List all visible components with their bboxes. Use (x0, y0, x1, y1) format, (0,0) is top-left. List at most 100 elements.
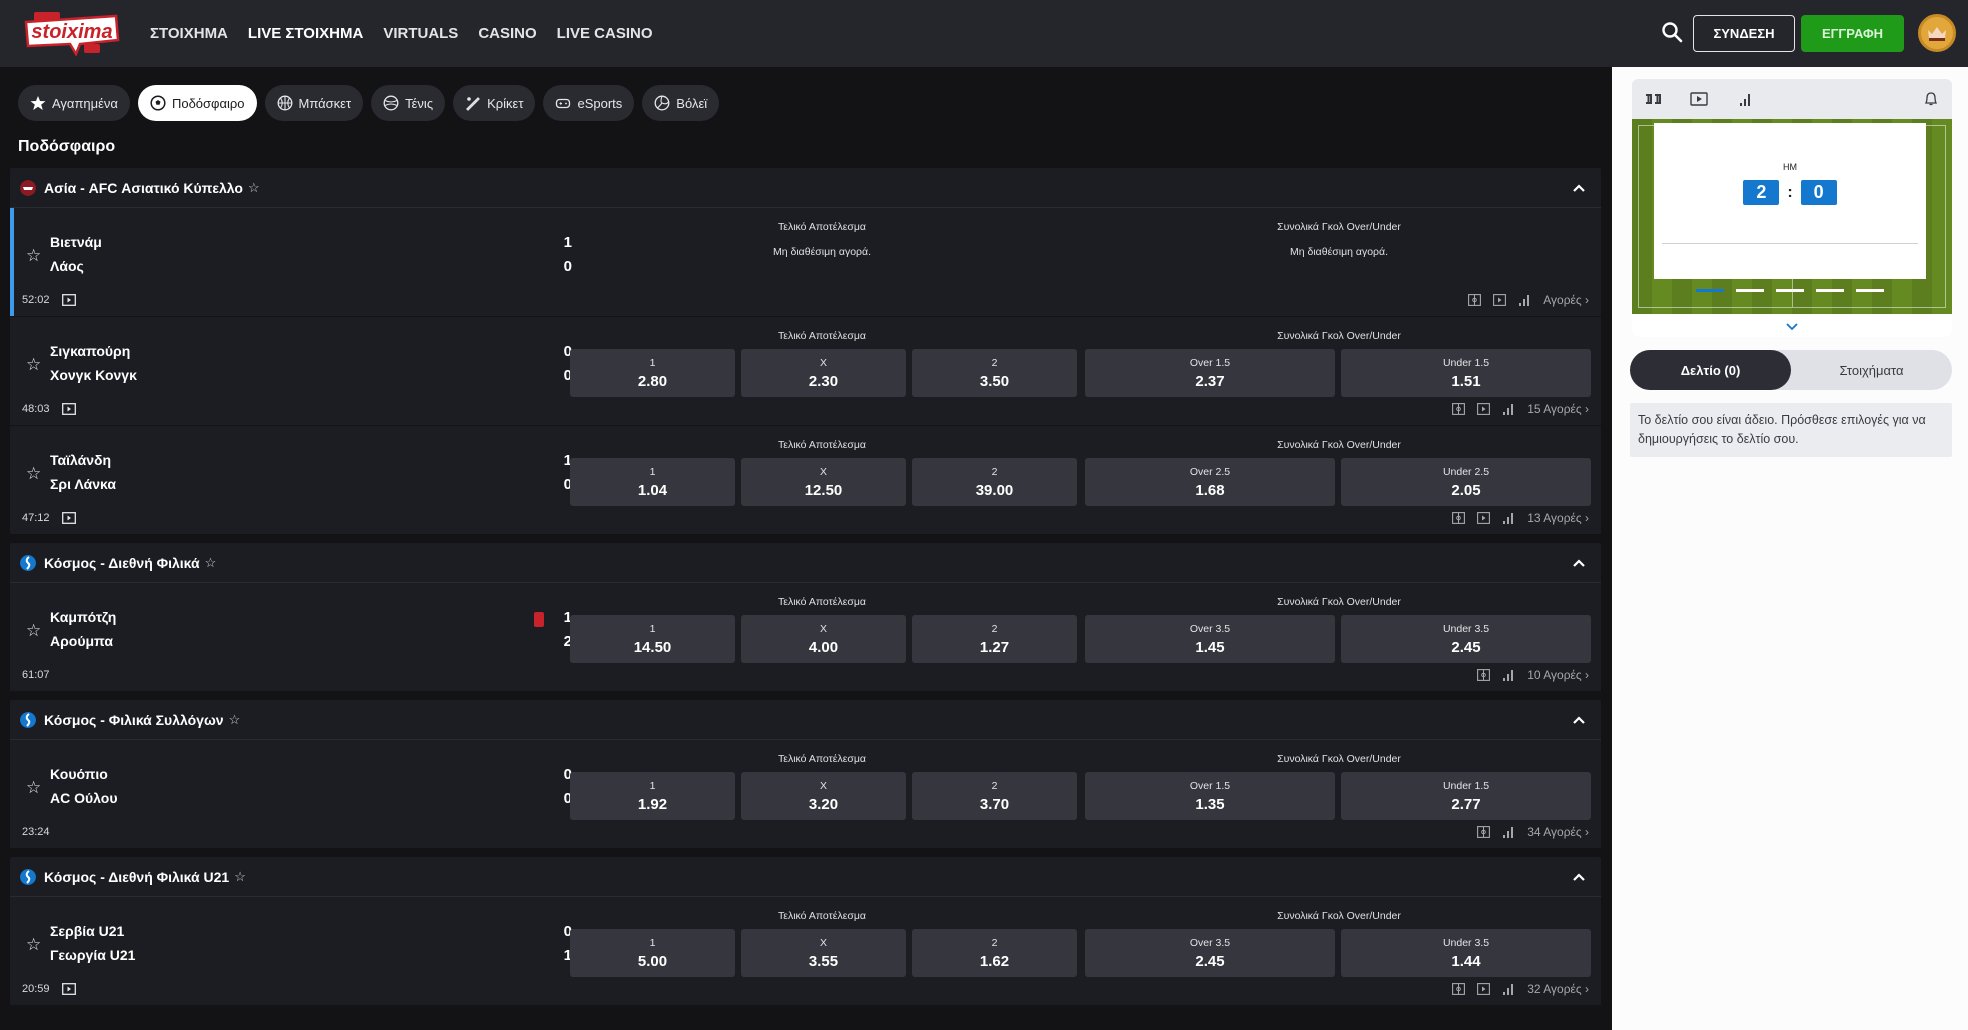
odd-button-home[interactable]: 1 1.92 (570, 772, 735, 820)
stats-bars-icon[interactable] (1502, 826, 1515, 838)
pitch-tracker-icon[interactable] (1477, 669, 1491, 681)
odd-button-under[interactable]: Under 1.5 2.77 (1341, 772, 1591, 820)
odd-button-home[interactable]: 1 14.50 (570, 615, 735, 663)
sport-pill-volleyball[interactable]: Βόλεϊ (642, 85, 720, 121)
match-row[interactable]: ☆ Βιετνάμ Λάος 1 0 Τελικό Αποτέλεσμα Συν… (10, 208, 1601, 317)
match-row[interactable]: ☆ Σιγκαπούρη Χονγκ Κονγκ 0 0 Τελικό Αποτ… (10, 317, 1601, 426)
favorite-league-star-icon[interactable]: ☆ (247, 179, 260, 195)
live-stream-icon[interactable] (1690, 91, 1708, 107)
chevron-up-icon[interactable] (1571, 712, 1587, 728)
stats-bars-icon[interactable] (1502, 512, 1515, 524)
favorite-league-star-icon[interactable]: ☆ (234, 868, 246, 884)
odd-button-draw[interactable]: X 12.50 (741, 458, 906, 506)
sport-pill-basketball[interactable]: Μπάσκετ (264, 85, 364, 121)
odd-button-away[interactable]: 2 3.50 (912, 349, 1077, 397)
more-markets-link[interactable]: Αγορές › (1543, 293, 1589, 307)
favorite-league-star-icon[interactable]: ☆ (228, 711, 241, 727)
more-markets-link[interactable]: 34 Αγορές › (1527, 825, 1589, 839)
stats-bars-icon[interactable] (1502, 669, 1515, 681)
live-stream-icon[interactable] (1493, 294, 1507, 306)
live-stream-icon[interactable] (61, 294, 76, 306)
register-button[interactable]: ΕΓΓΡΑΦΗ (1801, 15, 1904, 52)
odd-button-draw[interactable]: X 2.30 (741, 349, 906, 397)
more-markets-link[interactable]: 10 Αγορές › (1527, 668, 1589, 682)
favorite-match-star-icon[interactable]: ☆ (26, 464, 42, 483)
live-stream-icon[interactable] (61, 512, 76, 524)
more-markets-link[interactable]: 32 Αγορές › (1527, 982, 1589, 996)
odd-button-under[interactable]: Under 1.5 1.51 (1341, 349, 1591, 397)
pitch-tracker-icon[interactable] (1468, 294, 1482, 306)
sport-pill-esports[interactable]: eSports (543, 85, 635, 121)
favorite-match-star-icon[interactable]: ☆ (26, 935, 42, 954)
favorite-league-star-icon[interactable]: ☆ (204, 554, 217, 570)
odd-button-draw[interactable]: X 3.55 (741, 929, 906, 977)
sport-pill-football[interactable]: Ποδόσφαιρο (137, 85, 257, 121)
pitch-tracker-icon[interactable] (1452, 403, 1466, 415)
widget-expand[interactable] (1632, 314, 1952, 337)
pitch-tracker-icon[interactable] (1452, 983, 1466, 995)
odd-button-over[interactable]: Over 2.5 1.68 (1085, 458, 1335, 506)
chevron-up-icon[interactable] (1571, 555, 1587, 571)
login-button[interactable]: ΣΥΝΔΕΣΗ (1693, 15, 1795, 52)
live-stream-icon[interactable] (61, 403, 76, 415)
match-row[interactable]: ☆ Σερβία U21 Γεωργία U21 0 1 Τελικό Αποτ… (10, 897, 1601, 1006)
more-markets-link[interactable]: 15 Αγορές › (1527, 402, 1589, 416)
sport-pill-tennis[interactable]: Τένις (371, 85, 446, 121)
more-markets-link[interactable]: 13 Αγορές › (1527, 511, 1589, 525)
chevron-up-icon[interactable] (1571, 869, 1587, 885)
odd-button-home[interactable]: 1 1.04 (570, 458, 735, 506)
favorite-match-star-icon[interactable]: ☆ (26, 355, 42, 374)
carousel-dot[interactable] (1816, 289, 1844, 292)
search-icon[interactable] (1660, 20, 1684, 44)
odd-button-draw[interactable]: X 3.20 (741, 772, 906, 820)
nav-virtuals[interactable]: VIRTUALS (383, 25, 459, 42)
league-header[interactable]: Κόσμος - Φιλικά Συλλόγων ☆ (10, 700, 1601, 740)
odd-button-under[interactable]: Under 3.5 1.44 (1341, 929, 1591, 977)
odd-button-away[interactable]: 2 3.70 (912, 772, 1077, 820)
pitch-tracker-icon[interactable] (1452, 512, 1466, 524)
odd-button-over[interactable]: Over 3.5 1.45 (1085, 615, 1335, 663)
odd-button-home[interactable]: 1 5.00 (570, 929, 735, 977)
pitch-tracker-icon[interactable] (1644, 91, 1662, 107)
live-stream-icon[interactable] (1477, 983, 1491, 995)
odd-button-over[interactable]: Over 1.5 1.35 (1085, 772, 1335, 820)
stats-bars-icon[interactable] (1502, 403, 1515, 415)
odd-button-home[interactable]: 1 2.80 (570, 349, 735, 397)
odd-button-over[interactable]: Over 1.5 2.37 (1085, 349, 1335, 397)
odd-button-under[interactable]: Under 2.5 2.05 (1341, 458, 1591, 506)
carousel-dot[interactable] (1736, 289, 1764, 292)
carousel-dot[interactable] (1856, 289, 1884, 292)
live-stream-icon[interactable] (61, 983, 76, 995)
carousel-dot[interactable] (1776, 289, 1804, 292)
nav-live-betting[interactable]: LIVE ΣΤΟΙΧΗΜΑ (247, 25, 364, 42)
stats-bars-icon[interactable] (1518, 294, 1531, 306)
nav-sports-betting[interactable]: ΣΤΟΙΧΗΜΑ (150, 25, 228, 42)
chevron-up-icon[interactable] (1571, 180, 1587, 196)
nav-casino[interactable]: CASINO (478, 25, 537, 42)
favorite-match-star-icon[interactable]: ☆ (26, 621, 42, 640)
odd-button-away[interactable]: 2 1.62 (912, 929, 1077, 977)
league-header[interactable]: Κόσμος - Διεθνή Φιλικά ☆ (10, 543, 1601, 583)
avatar[interactable] (1918, 14, 1956, 52)
odd-button-away[interactable]: 2 1.27 (912, 615, 1077, 663)
bell-icon[interactable] (1922, 91, 1940, 107)
odd-button-draw[interactable]: X 4.00 (741, 615, 906, 663)
carousel-dot[interactable] (1696, 289, 1724, 292)
match-row[interactable]: ☆ Κουόπιο AC Ούλου 0 0 Τελικό Αποτέλεσμα… (10, 740, 1601, 849)
live-stream-icon[interactable] (1477, 512, 1491, 524)
pitch-tracker-icon[interactable] (1477, 826, 1491, 838)
sport-pill-favorites[interactable]: Αγαπημένα (18, 85, 130, 121)
tab-my-bets[interactable]: Στοιχήματα (1839, 362, 1904, 378)
sport-pill-cricket[interactable]: Κρίκετ (453, 85, 536, 121)
league-header[interactable]: Ασία - AFC Ασιατικό Κύπελλο ☆ (10, 168, 1601, 208)
nav-live-casino[interactable]: LIVE CASINO (556, 25, 653, 42)
odd-button-away[interactable]: 2 39.00 (912, 458, 1077, 506)
odd-button-under[interactable]: Under 3.5 2.45 (1341, 615, 1591, 663)
favorite-match-star-icon[interactable]: ☆ (26, 246, 42, 265)
match-row[interactable]: ☆ Ταϊλάνδη Σρι Λάνκα 1 0 Τελικό Αποτέλεσ… (10, 426, 1601, 535)
live-stream-icon[interactable] (1477, 403, 1491, 415)
stats-bars-icon[interactable] (1502, 983, 1515, 995)
match-row[interactable]: ☆ Καμπότζη Αρούμπα 1 2 Τελικό Αποτέλεσμα… (10, 583, 1601, 692)
league-header[interactable]: Κόσμος - Διεθνή Φιλικά U21 ☆ (10, 857, 1601, 897)
stoiximan-logo[interactable]: stoixima (20, 10, 122, 57)
